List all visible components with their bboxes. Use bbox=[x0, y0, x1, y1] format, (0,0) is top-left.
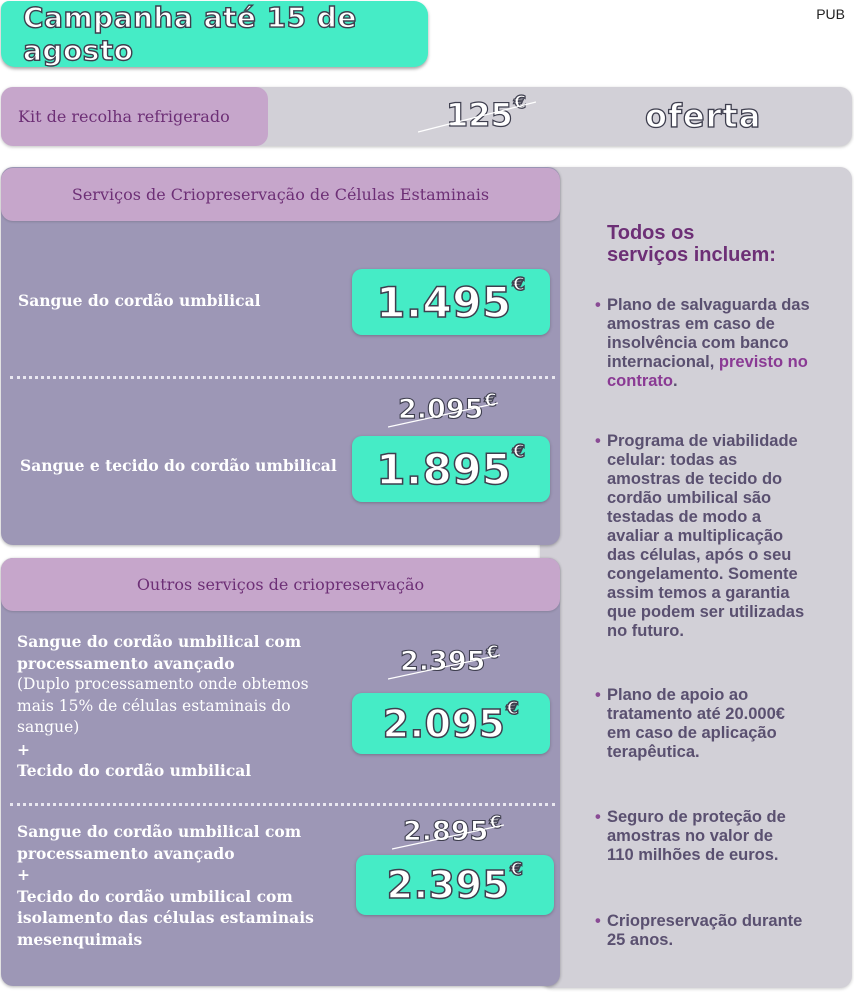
highlight-text: contrato bbox=[607, 372, 673, 390]
service-label: Sangue do cordão umbilical bbox=[18, 291, 261, 310]
bullet-line: das células, após o seu bbox=[607, 546, 792, 564]
includes-bullet: • Seguro de proteção de amostras no valo… bbox=[595, 808, 847, 865]
includes-bullet: • Criopreservação durante 25 anos. bbox=[595, 912, 847, 950]
description-note: sangue) bbox=[17, 718, 80, 736]
bullet-line: Plano de salvaguarda das bbox=[607, 296, 810, 314]
description-line: Tecido do cordão umbilical bbox=[17, 761, 252, 780]
divider bbox=[10, 376, 555, 379]
bullet-line: assim temos a garantia bbox=[607, 584, 790, 602]
price: 1.895€ bbox=[376, 440, 526, 495]
bullet-line: Criopreservação durante bbox=[607, 912, 803, 930]
bullet-line: amostras no valor de bbox=[607, 827, 773, 845]
bullet-line: avaliar a multiplicação bbox=[607, 527, 784, 545]
highlight-text: previsto no bbox=[718, 353, 808, 371]
bullet-text: internacional, bbox=[607, 353, 719, 371]
kit-label: Kit de recolha refrigerado bbox=[1, 87, 268, 146]
bullet-line: Seguro de proteção de bbox=[607, 808, 786, 826]
bullet-dot: • bbox=[595, 432, 601, 450]
description-line: Tecido do cordão umbilical com bbox=[17, 886, 293, 906]
bullet-line: cordão umbilical são bbox=[607, 489, 772, 507]
price: 1.495€ bbox=[376, 273, 526, 328]
strike-line bbox=[388, 402, 498, 428]
price: 2.095€ bbox=[382, 697, 520, 747]
price-box: 1.495€ bbox=[352, 269, 550, 335]
description-line: mesenquimais bbox=[17, 929, 143, 949]
description-line: isolamento das células estaminais bbox=[17, 908, 314, 927]
campaign-banner: Campanha até 15 de agosto bbox=[1, 0, 428, 68]
bullet-dot: • bbox=[595, 912, 601, 930]
bullet-line: no futuro. bbox=[607, 622, 684, 640]
description-line: processamento avançado bbox=[17, 653, 235, 673]
strike-line bbox=[388, 654, 500, 680]
description-line: processamento avançado bbox=[17, 843, 235, 863]
service-description: Sangue do cordão umbilical com processam… bbox=[17, 631, 347, 782]
price-box: 2.395€ bbox=[356, 855, 554, 915]
kit-offer: oferta bbox=[644, 96, 762, 135]
bullet-dot: • bbox=[595, 808, 601, 826]
strike-line bbox=[418, 101, 536, 133]
includes-bullet: • Plano de salvaguarda das amostras em c… bbox=[595, 296, 847, 391]
bullet-line: em caso de aplicação bbox=[607, 724, 777, 742]
bullet-dot: • bbox=[595, 296, 601, 314]
includes-bullet: • Programa de viabilidade celular: todas… bbox=[595, 432, 847, 641]
description-line: Sangue do cordão umbilical com bbox=[17, 632, 302, 651]
description-note: mais 15% de células estaminais do bbox=[17, 696, 291, 715]
bullet-line: amostras em caso de bbox=[607, 315, 775, 333]
bullet-line: Programa de viabilidade bbox=[607, 432, 798, 450]
description-line: Sangue do cordão umbilical com bbox=[17, 822, 302, 841]
includes-title: Todos os serviços incluem: bbox=[607, 222, 776, 266]
bullet-line: celular: todas as bbox=[607, 451, 738, 469]
divider bbox=[10, 803, 555, 806]
service-label: Sangue e tecido do cordão umbilical bbox=[20, 456, 337, 475]
bullet-line: Plano de apoio ao bbox=[607, 686, 749, 704]
price-box: 1.895€ bbox=[352, 436, 550, 502]
service-description: Sangue do cordão umbilical com processam… bbox=[17, 821, 347, 950]
bullet-line: amostras de tecido do bbox=[607, 470, 783, 488]
bullet-line: 25 anos. bbox=[607, 931, 674, 949]
price: 2.395€ bbox=[386, 858, 524, 908]
bullet-line: terapêutica. bbox=[607, 743, 700, 761]
bullet-line: 110 milhões de euros. bbox=[607, 846, 779, 864]
pub-label: PUB bbox=[816, 6, 845, 22]
plus-sign: + bbox=[17, 865, 30, 884]
stem-cell-services-header: Serviços de Criopreservação de Células E… bbox=[1, 168, 560, 221]
bullet-line: internacional, previsto no bbox=[607, 353, 847, 372]
includes-bullet: • Plano de apoio ao tratamento até 20.00… bbox=[595, 686, 847, 762]
bullet-dot: • bbox=[595, 686, 601, 704]
description-note: (Duplo processamento onde obtemos bbox=[17, 675, 309, 693]
includes-title-line: serviços incluem: bbox=[607, 244, 776, 266]
bullet-line: tratamento até 20.000€ bbox=[607, 705, 785, 723]
includes-panel bbox=[540, 167, 852, 988]
kit-old-price: 125€ bbox=[445, 91, 527, 134]
bullet-text: . bbox=[673, 372, 678, 390]
bullet-line: congelamento. Somente bbox=[607, 565, 798, 583]
bullet-line: insolvência com banco bbox=[607, 334, 789, 352]
plus-sign: + bbox=[17, 739, 30, 759]
strike-line bbox=[392, 824, 504, 850]
other-services-header: Outros serviços de criopreservação bbox=[1, 558, 560, 611]
bullet-line: que podem ser utilizadas bbox=[607, 603, 805, 621]
bullet-line: contrato. bbox=[607, 372, 847, 391]
bullet-line: testadas de modo a bbox=[607, 508, 762, 526]
price-box: 2.095€ bbox=[352, 693, 550, 754]
includes-title-line: Todos os bbox=[607, 222, 695, 244]
